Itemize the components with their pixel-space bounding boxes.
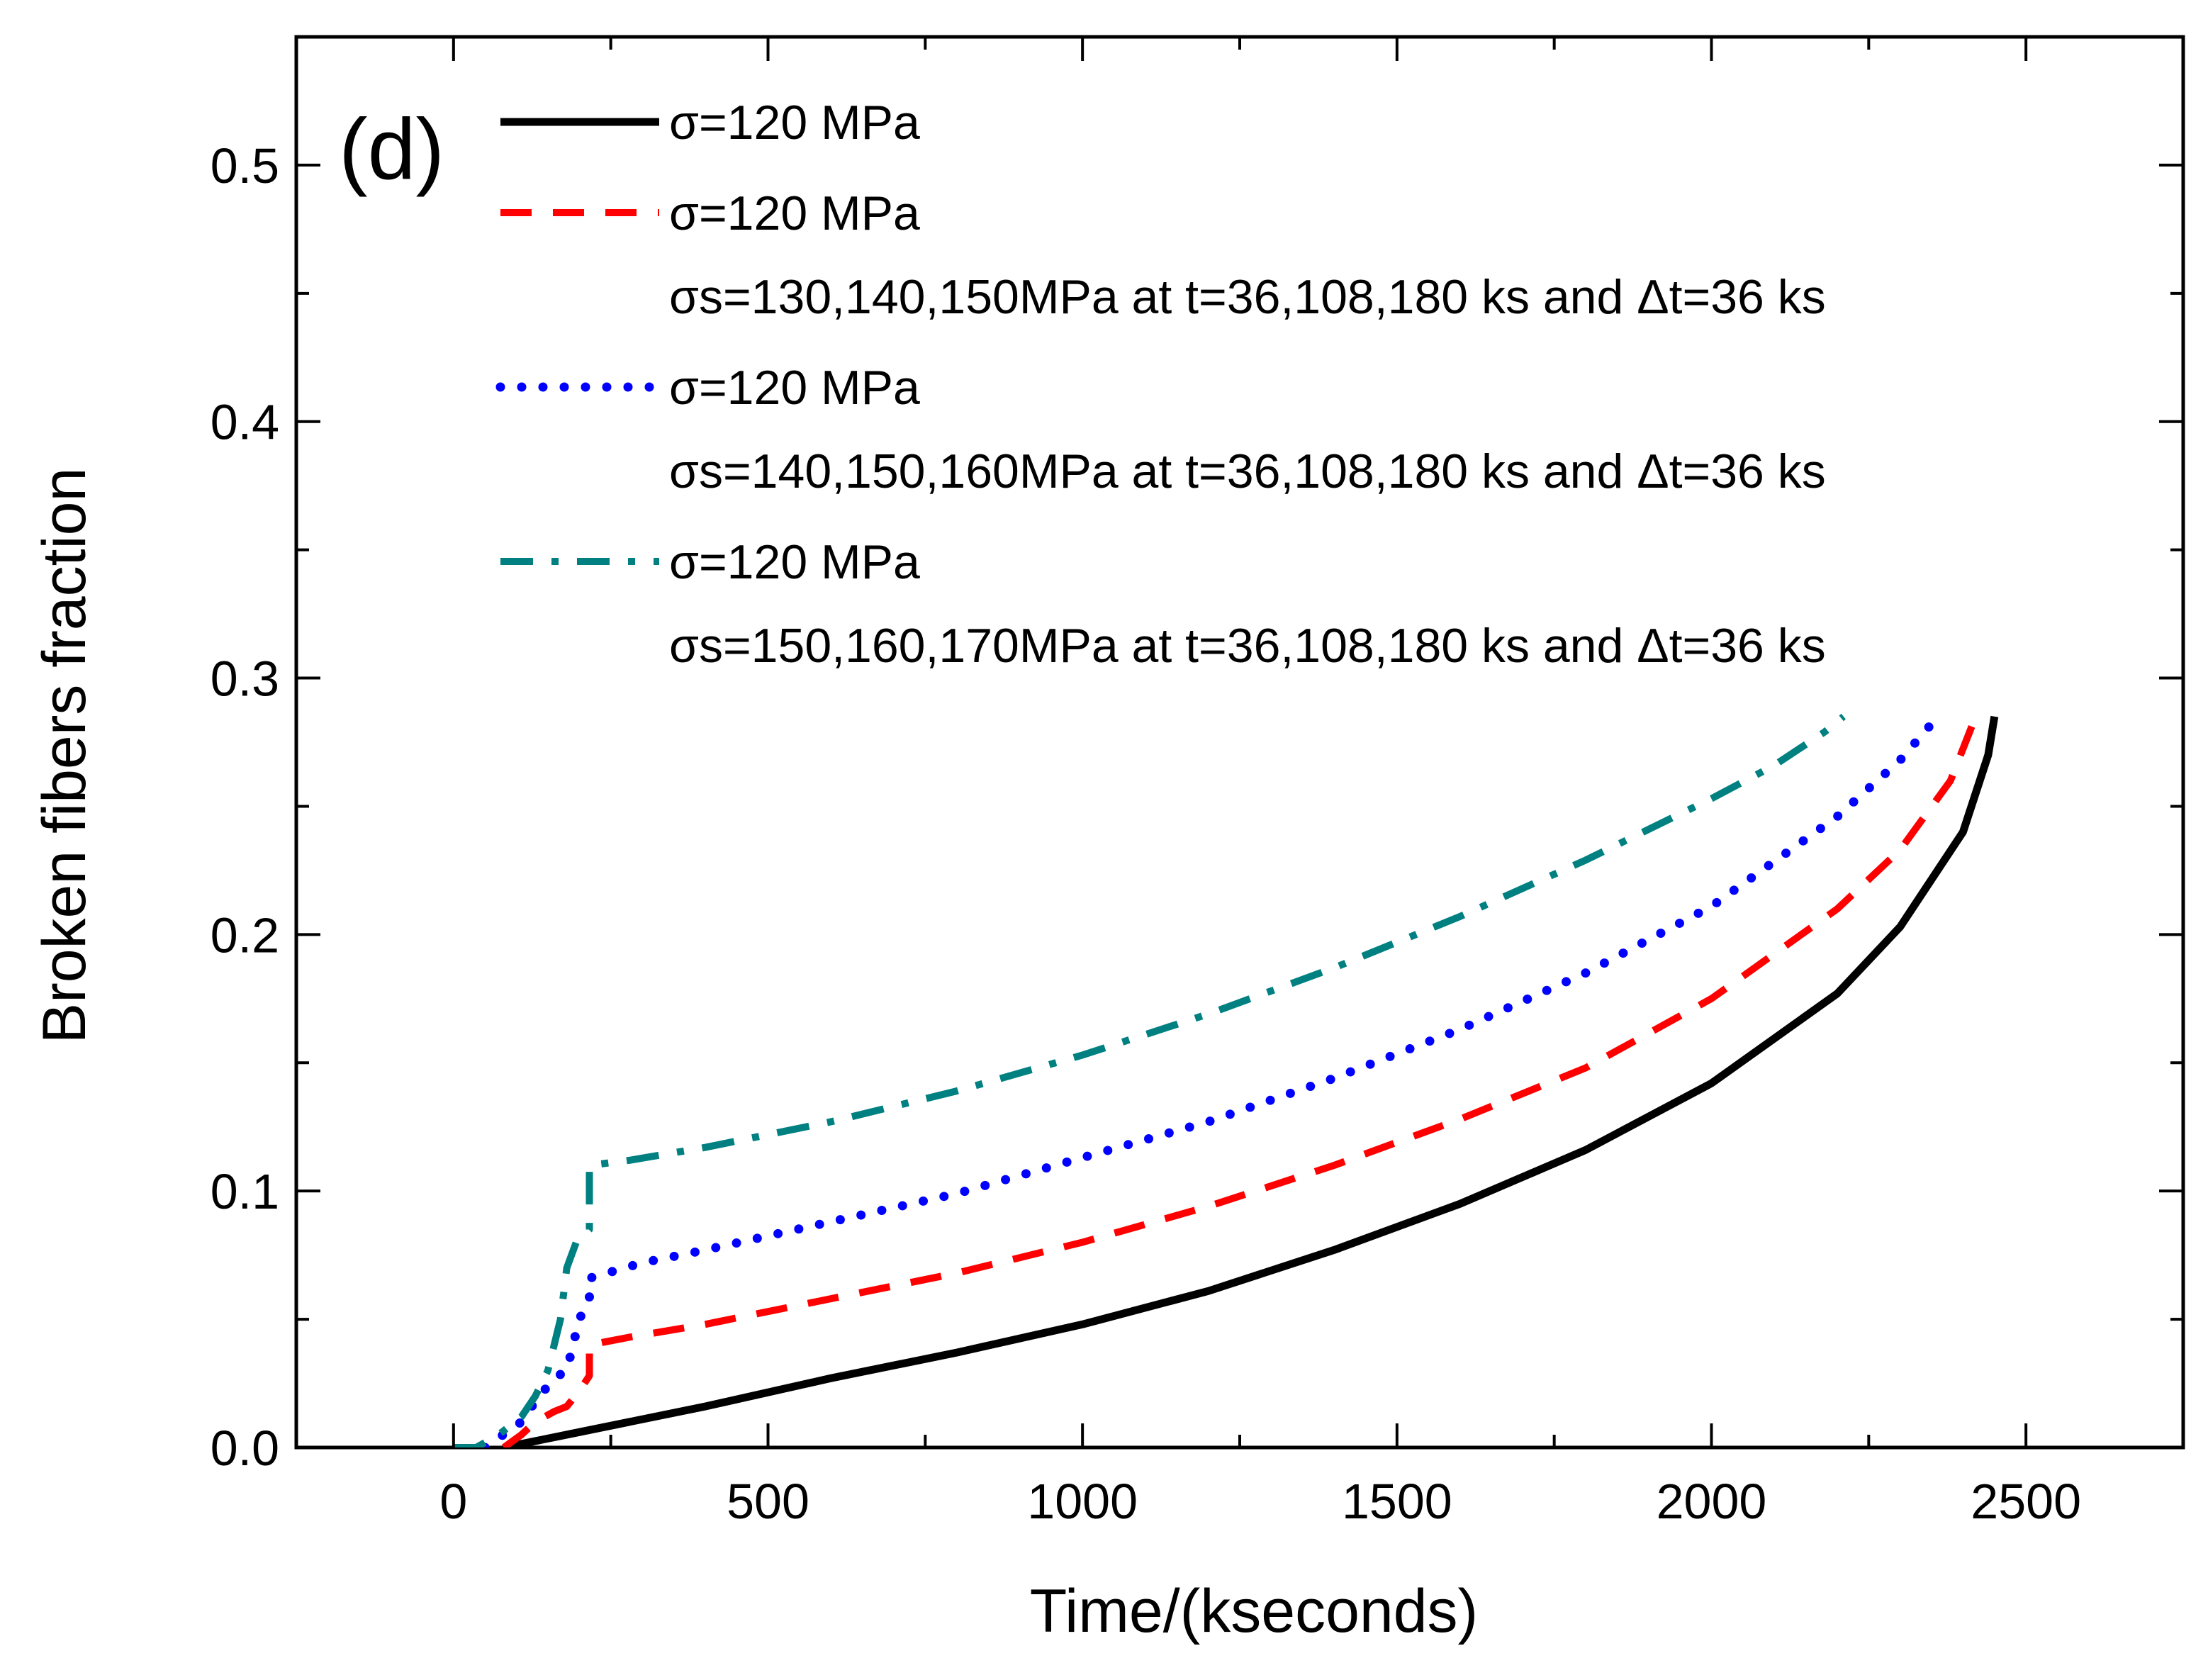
- legend-sublabel-4: σs=150,160,170MPa at t=36,108,180 ks and…: [669, 619, 1826, 673]
- x-tick-label: 1000: [1027, 1474, 1138, 1529]
- legend-sublabel-3: σs=140,150,160MPa at t=36,108,180 ks and…: [669, 444, 1826, 498]
- y-tick-label: 0.3: [211, 651, 279, 707]
- legend-sublabel-2: σs=130,140,150MPa at t=36,108,180 ks and…: [669, 270, 1826, 324]
- x-tick-label: 500: [727, 1474, 809, 1529]
- panel-label: (d): [339, 101, 444, 197]
- x-axis-title: Time/(kseconds): [1030, 1577, 1478, 1645]
- x-tick-label: 2500: [1971, 1474, 2081, 1529]
- legend-label-3: σ=120 MPa: [669, 361, 920, 415]
- x-tick-label: 1500: [1342, 1474, 1452, 1529]
- y-axis-title: Broken fibers fraction: [30, 468, 99, 1044]
- y-tick-label: 0.1: [211, 1164, 279, 1219]
- series-line-1: [503, 715, 1999, 1447]
- x-tick-label: 2000: [1657, 1474, 1767, 1529]
- series-line-3: [480, 712, 1943, 1447]
- y-tick-label: 0.2: [211, 907, 279, 963]
- y-tick-label: 0.5: [211, 138, 279, 194]
- legend-label-4: σ=120 MPa: [669, 535, 920, 589]
- plot-frame: [294, 35, 2185, 1450]
- legend-label-1: σ=120 MPa: [669, 96, 920, 150]
- legend-label-2: σ=120 MPa: [669, 186, 920, 240]
- y-tick-label: 0.0: [211, 1421, 279, 1476]
- y-tick-label: 0.4: [211, 395, 279, 450]
- series-line-2: [501, 715, 1979, 1447]
- series-line-4: [453, 713, 1846, 1447]
- x-tick-label: 0: [439, 1474, 467, 1529]
